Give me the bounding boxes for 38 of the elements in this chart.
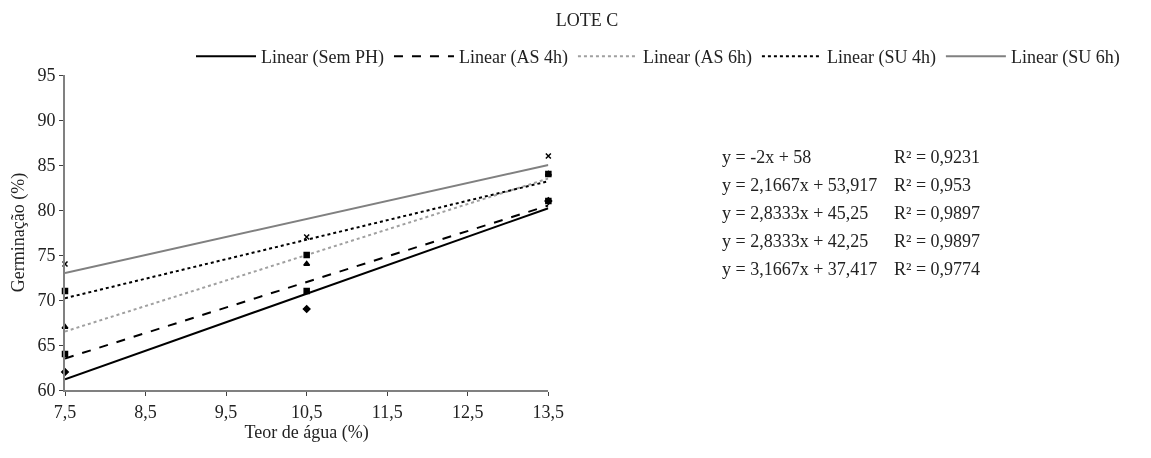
y-tick-label: 85 [37,155,56,176]
y-tick-label: 75 [37,245,56,266]
legend-label: Linear (SU 6h) [1010,47,1120,69]
y-tick-label: 90 [37,110,56,131]
x-tick-label: 10,5 [290,401,323,422]
x-tick-label: 7,5 [53,401,77,422]
text: R² = 0,9897 [894,231,981,251]
legend-label: Linear (AS 4h) [458,47,568,69]
point [303,287,310,295]
text: R² = 0,9774 [894,259,981,279]
x-tick-label: 9,5 [214,401,238,422]
legend-label: Linear (Sem PH) [261,47,384,69]
text: R² = 0,9897 [894,203,981,223]
text: R² = 0,953 [894,175,972,195]
x-axis-title: Teor de água (%) [244,421,369,443]
text: R² = 0,9231 [894,147,981,167]
y-tick-label: 80 [37,200,56,221]
x-tick-label: 11,5 [371,401,403,422]
point [303,251,310,259]
text: LOTE C [555,10,619,31]
legend-label: Linear (SU 4h) [826,47,936,69]
legend-label: Linear (AS 6h) [642,47,752,69]
text: y = 2,1667x + 53,917 [722,175,878,195]
x-tick-label: 8,5 [134,401,157,422]
text: y = 2,8333x + 42,25 [722,231,869,251]
x-tick-label: 13,5 [532,401,565,422]
y-tick-label: 70 [37,290,56,311]
y-tick-label: 60 [37,380,56,401]
point [302,305,311,313]
point [303,260,311,266]
y-tick-label: 65 [37,335,56,356]
x-tick-label: 12,5 [452,401,484,422]
y-tick-label: 95 [37,65,56,86]
y-axis-title: Germinação (%) [8,172,30,293]
text: y = 3,1667x + 37,417 [722,259,878,279]
text: y = -2x + 58 [722,147,812,167]
text: y = 2,8333x + 45,25 [722,203,869,223]
point [545,197,552,205]
